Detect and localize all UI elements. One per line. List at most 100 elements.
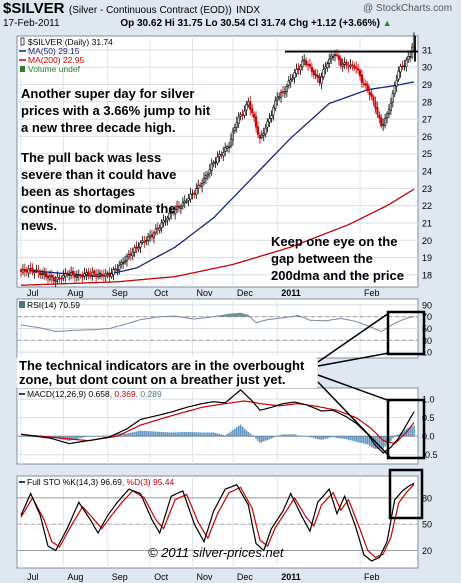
macd-histogram-bar — [341, 436, 344, 439]
price-axis-tick-label: 25 — [422, 149, 432, 159]
macd-histogram-bar — [135, 431, 138, 437]
macd-histogram-bar — [226, 434, 228, 437]
macd-histogram-bar — [176, 432, 178, 437]
macd-histogram-bar — [24, 436, 26, 437]
price-candle — [120, 261, 123, 265]
macd-legend-value: , 0.369 — [110, 389, 136, 399]
price-candle — [409, 56, 412, 58]
price-candle — [391, 93, 394, 103]
price-candle — [118, 265, 121, 271]
macd-histogram-bar — [116, 433, 119, 437]
price-candle — [264, 127, 267, 135]
sto-xaxis-month-label: Dec — [237, 572, 254, 582]
price-candle — [222, 152, 225, 157]
macd-histogram-bar — [259, 436, 261, 443]
price-candle — [226, 146, 229, 149]
price-candle — [382, 124, 385, 126]
price-candle — [39, 272, 42, 276]
macd-histogram-bar — [208, 432, 211, 437]
price-axis-tick-label: 27 — [422, 115, 432, 125]
symbol-title: $SILVER — [3, 0, 65, 17]
price-candle — [125, 255, 129, 262]
macd-histogram-bar — [251, 434, 253, 437]
price-candle — [239, 114, 242, 117]
sto-xaxis-month-label: Nov — [196, 572, 213, 582]
price-candle — [306, 64, 310, 66]
annotation-para3-line: gap between the — [271, 251, 373, 266]
price-candle — [368, 91, 371, 96]
macd-histogram-bar — [382, 436, 384, 449]
price-candle — [43, 272, 46, 275]
price-candle — [387, 109, 391, 115]
macd-histogram-bar — [276, 436, 279, 437]
price-candle — [200, 183, 204, 188]
price-candle — [374, 101, 377, 109]
macd-histogram-bar — [287, 434, 290, 437]
price-candle — [281, 91, 285, 93]
macd-histogram-bar — [328, 436, 331, 438]
macd-histogram-bar — [351, 436, 354, 441]
price-candle — [69, 271, 73, 276]
macd-histogram-bar — [158, 431, 161, 437]
macd-histogram-bar — [303, 435, 305, 437]
price-candle — [54, 280, 57, 283]
price-candle — [143, 241, 146, 243]
sto-axis-tick-label: 80 — [422, 493, 432, 503]
price-xaxis-month-label: Nov — [196, 288, 213, 298]
price-candle — [256, 126, 260, 135]
price-candle — [212, 162, 215, 165]
price-candle — [353, 65, 356, 69]
macd-histogram-bar — [299, 435, 302, 437]
macd-histogram-bar — [160, 431, 163, 437]
price-axis-tick-label: 28 — [422, 97, 432, 107]
annotation-indicators-line: The technical indicators are in the over… — [19, 358, 305, 373]
macd-histogram-bar — [359, 436, 361, 443]
macd-histogram-bar — [203, 432, 205, 437]
price-candle — [231, 130, 235, 141]
macd-histogram-bar — [316, 436, 319, 440]
price-candle — [58, 277, 61, 279]
macd-histogram-bar — [301, 435, 304, 437]
macd-histogram-bar — [187, 432, 190, 437]
annotation-para2-line: severe than it could have — [21, 167, 176, 182]
macd-histogram-bar — [309, 436, 311, 438]
macd-histogram-bar — [216, 433, 219, 437]
macd-histogram-bar — [83, 436, 86, 438]
price-candle — [81, 275, 84, 278]
price-candle — [366, 84, 369, 92]
price-candle — [401, 65, 404, 68]
price-candle — [206, 174, 209, 177]
macd-histogram-bar — [99, 435, 101, 437]
macd-histogram-bar — [178, 432, 180, 437]
price-candle — [289, 79, 292, 83]
macd-histogram-bar — [330, 436, 332, 438]
price-axis-tick-label: 29 — [422, 80, 432, 90]
macd-histogram-bar — [322, 436, 325, 440]
price-candle — [384, 118, 387, 126]
price-candle — [254, 116, 258, 128]
price-candle — [162, 220, 165, 224]
price-axis-tick-label: 24 — [422, 167, 432, 177]
sto-legend-entry: Full STO %K(14,3) 96.69, %D(3) 95.44 — [27, 477, 175, 487]
price-candle — [233, 127, 236, 132]
price-candle — [330, 55, 333, 60]
price-candle — [100, 273, 104, 276]
macd-histogram-bar — [247, 431, 250, 437]
macd-histogram-bar — [313, 436, 315, 439]
price-candle — [56, 276, 59, 280]
macd-histogram-bar — [336, 436, 338, 439]
macd-histogram-bar — [228, 432, 230, 437]
price-axis-tick-label: 30 — [422, 63, 432, 73]
macd-histogram-bar — [318, 436, 321, 440]
legend-candle-icon — [20, 37, 25, 46]
price-candle — [339, 58, 342, 66]
price-candle — [283, 91, 287, 94]
sto-xaxis-month-label: Jul — [27, 572, 39, 582]
price-candle — [253, 113, 256, 118]
macd-histogram-bar — [199, 432, 201, 437]
macd-histogram-bar — [241, 426, 244, 437]
price-candle — [291, 77, 294, 80]
rsi-legend-swatch — [19, 301, 25, 308]
price-candle — [224, 147, 227, 152]
macd-histogram-bar — [365, 436, 367, 445]
